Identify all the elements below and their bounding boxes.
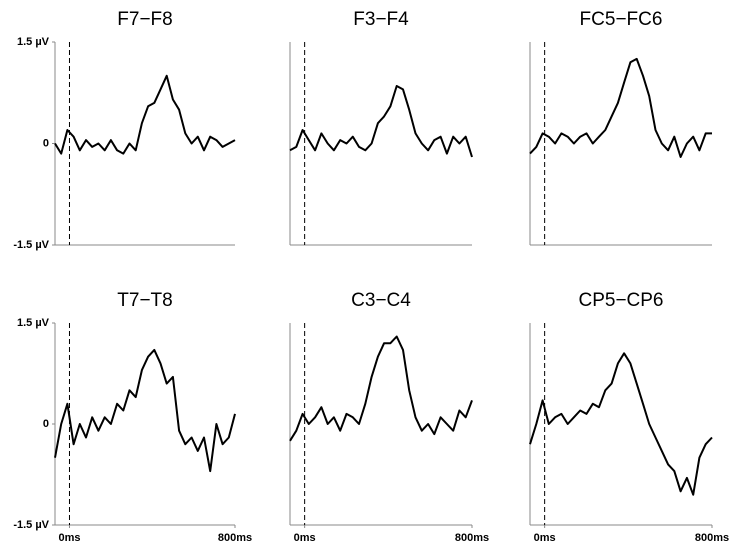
y-tick-label: -1.5 µV — [13, 519, 49, 531]
x-tick-label: 0ms — [58, 532, 80, 544]
waveform — [54, 74, 236, 155]
waveform — [289, 85, 473, 158]
waveform — [289, 335, 473, 442]
panel-title: T7−T8 — [117, 290, 172, 311]
x-tick-label: 0ms — [534, 532, 556, 544]
y-tick-label: 0 — [43, 137, 49, 149]
panel-title: F7−F8 — [117, 9, 172, 30]
y-tick-label: -1.5 µV — [13, 239, 49, 251]
waveform — [529, 57, 712, 158]
waveform — [529, 352, 713, 496]
y-tick-label: 1.5 µV — [17, 36, 50, 48]
y-tick-label: 1.5 µV — [17, 317, 50, 329]
x-tick-label: 0ms — [294, 532, 316, 544]
x-tick-label: 800ms — [455, 532, 489, 544]
x-tick-label: 800ms — [695, 532, 729, 544]
x-tick-label: 800ms — [218, 532, 252, 544]
panel-title: C3−C4 — [351, 290, 411, 311]
panel-title: F3−F4 — [353, 9, 409, 30]
y-tick-label: 0 — [43, 418, 49, 430]
panel-title: CP5−CP6 — [578, 290, 663, 311]
waveform — [54, 348, 236, 473]
panel-title: FC5−FC6 — [580, 9, 663, 30]
